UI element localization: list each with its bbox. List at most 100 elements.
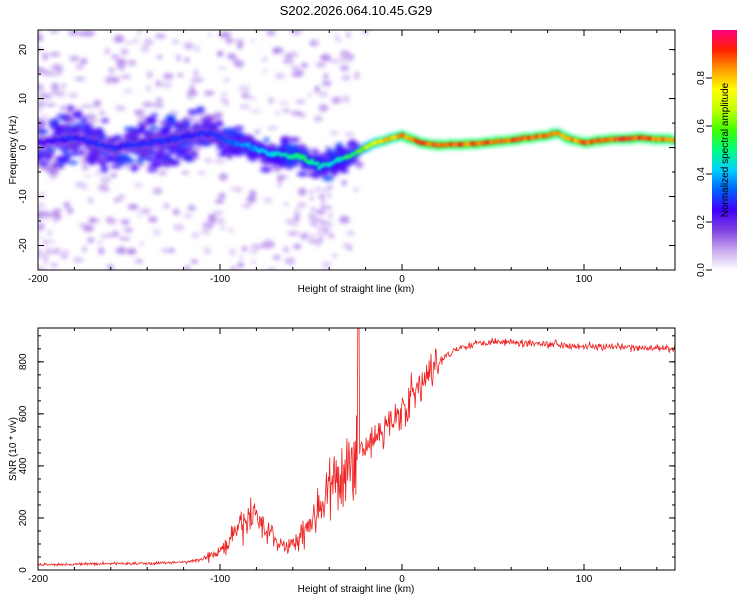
- y-tick-label: 0: [18, 144, 29, 150]
- spectrogram-tail-blob: [318, 238, 323, 243]
- spectrogram-x-ticks: -200 -100 0 100: [28, 30, 658, 285]
- spectrogram-noise-blob: [100, 234, 112, 239]
- spectrogram-x-label: Height of straight line (km): [298, 284, 415, 295]
- spectrogram-noise-blob: [44, 212, 52, 217]
- ridge-inner-blob: [60, 136, 65, 140]
- spectrogram-noise-blob: [38, 85, 45, 93]
- chart-title: S202.2026.064.10.45.G29: [280, 3, 433, 18]
- ridge-inner-blob: [672, 138, 675, 143]
- spectrogram-cloud-blob: [162, 160, 172, 168]
- spectrogram-noise-blob: [54, 248, 61, 255]
- spectrogram-cloud-blob: [60, 146, 70, 153]
- spectrogram-noise-blob: [104, 47, 111, 55]
- spectrogram-noise-blob: [323, 73, 329, 80]
- spectrogram-noise-blob: [144, 84, 152, 92]
- spectrogram-noise-blob: [184, 265, 191, 270]
- spectrogram-noise-blob: [127, 59, 137, 66]
- spectrogram-cloud-blob: [56, 156, 67, 162]
- spectrogram-noise-blob: [49, 52, 61, 57]
- spectrogram-noise-blob: [38, 100, 45, 108]
- spectrogram-noise-blob: [45, 103, 57, 107]
- spectrogram-cloud-blob: [164, 114, 176, 120]
- spectrogram-noise-blob: [81, 104, 92, 108]
- spectrogram-cloud-blob: [95, 155, 106, 160]
- spectrogram-tail-blob: [316, 209, 321, 214]
- spectrogram-noise-blob: [322, 267, 328, 270]
- spectrogram-cloud-blob: [351, 143, 358, 151]
- spectrogram-cloud-blob: [169, 159, 181, 167]
- spectrogram-noise-blob: [82, 30, 95, 37]
- spectrogram-noise-blob: [266, 30, 276, 36]
- spectrogram-noise-blob: [210, 114, 216, 123]
- spectrogram-cloud-blob: [131, 131, 142, 135]
- spectrogram-noise-blob: [226, 53, 237, 60]
- spectrogram-cloud-blob: [141, 156, 150, 160]
- spectrogram-noise-blob: [38, 165, 45, 169]
- spectrogram-noise-blob: [187, 93, 193, 101]
- spectrogram-noise-blob: [239, 255, 244, 260]
- spectrogram-noise-blob: [47, 240, 55, 244]
- spectrogram-noise-blob: [95, 170, 101, 175]
- ridge-inner-blob: [162, 140, 167, 144]
- spectrogram-noise-blob: [173, 224, 185, 231]
- spectrogram-noise-blob: [295, 71, 301, 78]
- spectrogram-noise-blob: [281, 108, 291, 113]
- ridge-inner-blob: [166, 139, 172, 144]
- spectrogram-cloud-blob: [45, 156, 52, 161]
- spectrogram-cloud-blob: [161, 156, 172, 162]
- spectrogram-noise-blob: [341, 74, 351, 81]
- spectrogram-noise-blob: [88, 196, 93, 204]
- spectrogram-noise-blob: [273, 47, 278, 55]
- spectrogram-noise-blob: [249, 109, 262, 113]
- spectrogram-noise-blob: [120, 48, 129, 56]
- spectrogram-cloud-blob: [110, 164, 123, 169]
- spectrogram-noise-blob: [286, 53, 291, 58]
- snr-y-ticks: 0 200 400 600 800: [18, 335, 675, 573]
- spectrogram-noise-blob: [314, 85, 320, 94]
- spectrogram-noise-blob: [113, 34, 125, 43]
- y-tick-label: 200: [18, 509, 29, 526]
- spectrogram-noise-blob: [81, 163, 89, 172]
- spectrogram-noise-blob: [202, 246, 212, 255]
- spectrogram-noise-blob: [105, 75, 117, 83]
- spectrogram-noise-blob: [321, 80, 332, 87]
- spectrogram-noise-blob: [168, 111, 179, 115]
- spectrogram-noise-blob: [43, 239, 48, 246]
- spectrogram-noise-blob: [133, 182, 144, 189]
- colorbar-tick-label: 0.6: [696, 119, 707, 133]
- spectrogram-cloud-blob: [89, 149, 97, 155]
- spectrogram-cloud-blob: [67, 160, 78, 165]
- spectrogram-noise-blob: [218, 33, 229, 38]
- spectrogram-noise-blob: [38, 251, 42, 259]
- spectrogram-noise-blob: [213, 111, 223, 120]
- spectrogram-tail-blob: [326, 228, 331, 233]
- spectrogram-noise-blob: [51, 89, 59, 96]
- spectrogram-noise-blob: [284, 257, 296, 265]
- spectrogram-noise-blob: [345, 31, 351, 39]
- spectrogram-noise-blob: [241, 246, 248, 252]
- spectrogram-noise-blob: [236, 63, 243, 69]
- spectrogram-noise-blob: [264, 239, 274, 247]
- spectrogram-noise-blob: [262, 55, 268, 63]
- spectrogram-tail-blob: [309, 234, 314, 239]
- spectrogram-cloud-blob: [39, 121, 47, 126]
- spectrogram-noise-blob: [250, 39, 256, 44]
- spectrogram-noise-blob: [234, 38, 245, 43]
- spectrogram-noise-blob: [85, 174, 91, 178]
- spectrogram-noise-blob: [339, 50, 350, 56]
- spectrogram-noise-blob: [224, 78, 229, 83]
- spectrogram-cloud-blob: [53, 118, 59, 126]
- spectrogram-tail-blob: [321, 199, 326, 204]
- spectrogram-noise-blob: [250, 260, 256, 264]
- y-tick-label: 800: [18, 353, 29, 370]
- ridge-inner-blob: [296, 152, 301, 157]
- spectrogram-noise-blob: [228, 227, 234, 232]
- spectrogram-cloud-blob: [260, 166, 272, 173]
- spectrogram-noise-blob: [237, 261, 244, 268]
- spectrogram-cloud-blob: [138, 149, 151, 157]
- spectrogram-noise-blob: [79, 32, 85, 37]
- spectrogram-noise-blob: [339, 215, 350, 224]
- spectrogram-cloud-blob: [126, 158, 136, 164]
- spectrogram-cloud-blob: [259, 156, 266, 163]
- spectrogram-noise-blob: [124, 41, 135, 45]
